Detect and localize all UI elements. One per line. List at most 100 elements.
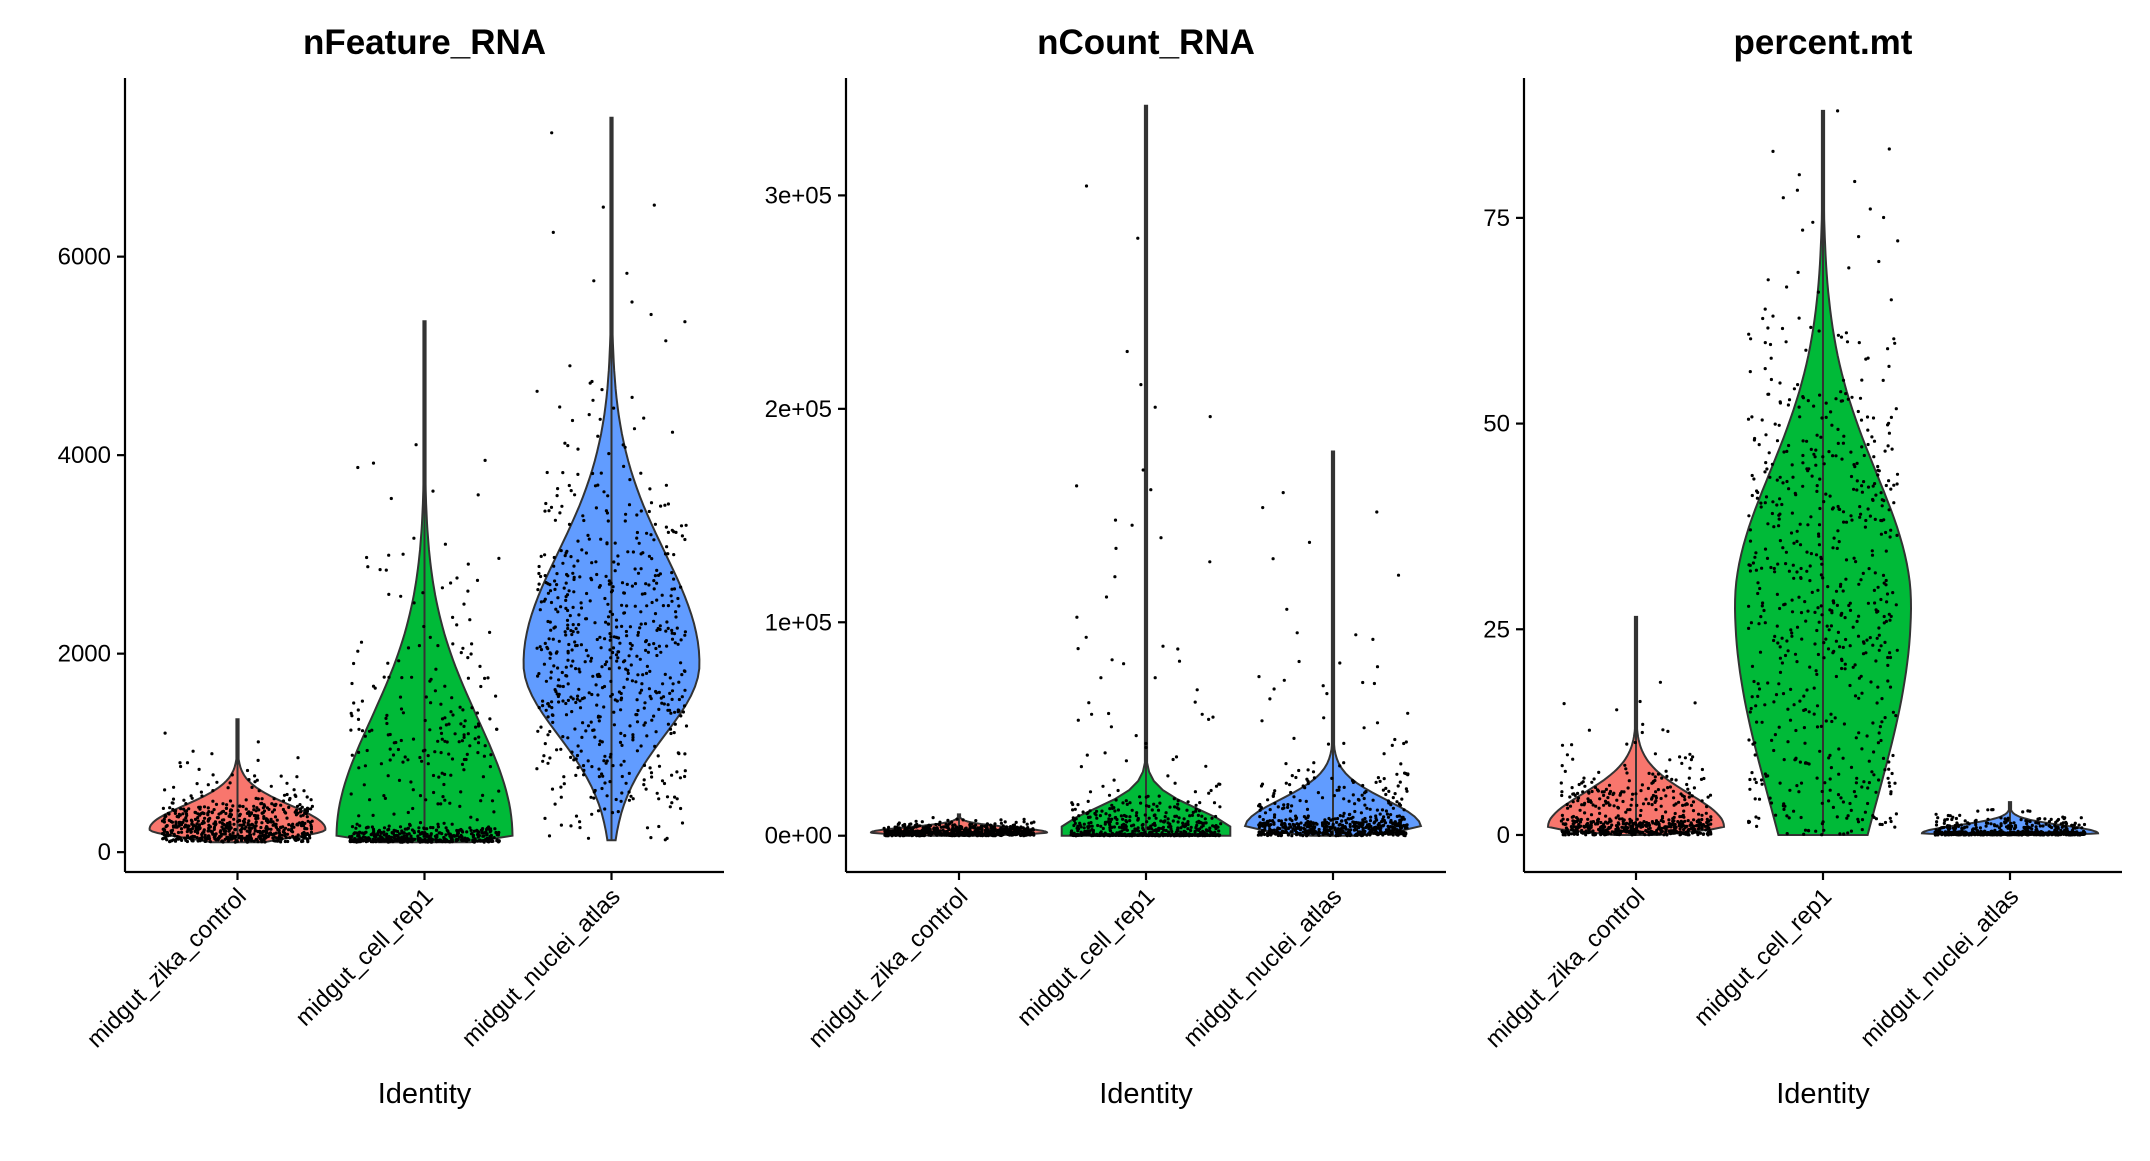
jitter-point [1213, 834, 1216, 837]
jitter-point [1304, 817, 1307, 820]
jitter-point [1672, 796, 1675, 799]
jitter-point [449, 710, 452, 713]
jitter-point [418, 644, 421, 647]
jitter-point [1885, 484, 1888, 487]
jitter-point [288, 798, 291, 801]
jitter-point [1087, 826, 1090, 829]
jitter-point [1880, 720, 1883, 723]
jitter-point [1681, 832, 1684, 835]
jitter-point [1204, 765, 1207, 768]
jitter-point [1183, 817, 1186, 820]
jitter-point [1798, 317, 1801, 320]
jitter-point [596, 693, 599, 696]
jitter-point [1569, 805, 1572, 808]
jitter-point [1858, 516, 1861, 519]
jitter-point [609, 755, 612, 758]
jitter-point [1652, 781, 1655, 784]
jitter-point [545, 680, 548, 683]
jitter-point [1805, 551, 1808, 554]
jitter-point [1749, 528, 1752, 531]
panel-1: nCount_RNA0e+001e+052e+053e+05midgut_zik… [765, 23, 1446, 1110]
jitter-point [170, 820, 173, 823]
panel-title: nCount_RNA [1037, 23, 1255, 62]
jitter-point [1289, 791, 1292, 794]
jitter-point [1828, 628, 1831, 631]
jitter-point [383, 676, 386, 679]
jitter-point [271, 833, 274, 836]
jitter-point [185, 812, 188, 815]
jitter-point [210, 752, 213, 755]
jitter-point [664, 838, 667, 841]
jitter-point [1602, 794, 1605, 797]
jitter-point [612, 711, 615, 714]
jitter-point [1854, 795, 1857, 798]
jitter-point [1886, 347, 1889, 350]
jitter-point [679, 776, 682, 779]
jitter-point [1628, 818, 1631, 821]
jitter-point [1105, 595, 1108, 598]
jitter-point [1100, 810, 1103, 813]
jitter-point [1083, 826, 1086, 829]
jitter-point [439, 831, 442, 834]
jitter-point [1885, 600, 1888, 603]
jitter-point [200, 794, 203, 797]
jitter-point [1032, 832, 1035, 835]
jitter-point [661, 682, 664, 685]
jitter-point [1826, 585, 1829, 588]
jitter-point [556, 610, 559, 613]
jitter-point [295, 813, 298, 816]
jitter-point [1402, 824, 1405, 827]
jitter-point [1207, 792, 1210, 795]
jitter-point [1596, 788, 1599, 791]
jitter-point [1840, 659, 1843, 662]
jitter-point [1818, 543, 1821, 546]
jitter-point [1860, 419, 1863, 422]
jitter-point [620, 698, 623, 701]
jitter-point [566, 659, 569, 662]
jitter-point [1289, 818, 1292, 821]
jitter-point [1857, 697, 1860, 700]
jitter-point [924, 825, 927, 828]
jitter-point [635, 655, 638, 658]
jitter-point [1704, 828, 1707, 831]
jitter-point [636, 634, 639, 637]
jitter-point [273, 797, 276, 800]
jitter-point [1860, 484, 1863, 487]
jitter-point [1692, 800, 1695, 803]
jitter-point [616, 650, 619, 653]
jitter-point [1778, 381, 1781, 384]
jitter-point [653, 204, 656, 207]
jitter-point [590, 721, 593, 724]
jitter-point [400, 739, 403, 742]
jitter-point [1860, 675, 1863, 678]
jitter-point [1871, 554, 1874, 557]
jitter-point [1307, 782, 1310, 785]
jitter-point [488, 717, 491, 720]
jitter-point [177, 838, 180, 841]
jitter-point [442, 783, 445, 786]
jitter-point [183, 818, 186, 821]
jitter-point [434, 689, 437, 692]
jitter-point [1121, 818, 1124, 821]
jitter-point [639, 658, 642, 661]
jitter-point [479, 685, 482, 688]
jitter-point [681, 695, 684, 698]
jitter-point [572, 606, 575, 609]
jitter-point [634, 713, 637, 716]
jitter-point [598, 586, 601, 589]
jitter-point [683, 320, 686, 323]
jitter-point [657, 574, 660, 577]
jitter-point [655, 730, 658, 733]
jitter-point [476, 818, 479, 821]
jitter-point [1674, 812, 1677, 815]
jitter-point [365, 556, 368, 559]
jitter-point [464, 719, 467, 722]
jitter-point [1867, 486, 1870, 489]
jitter-point [669, 732, 672, 735]
jitter-point [564, 607, 567, 610]
jitter-point [549, 629, 552, 632]
jitter-point [655, 654, 658, 657]
jitter-point [234, 835, 237, 838]
jitter-point [539, 726, 542, 729]
jitter-point [543, 663, 546, 666]
